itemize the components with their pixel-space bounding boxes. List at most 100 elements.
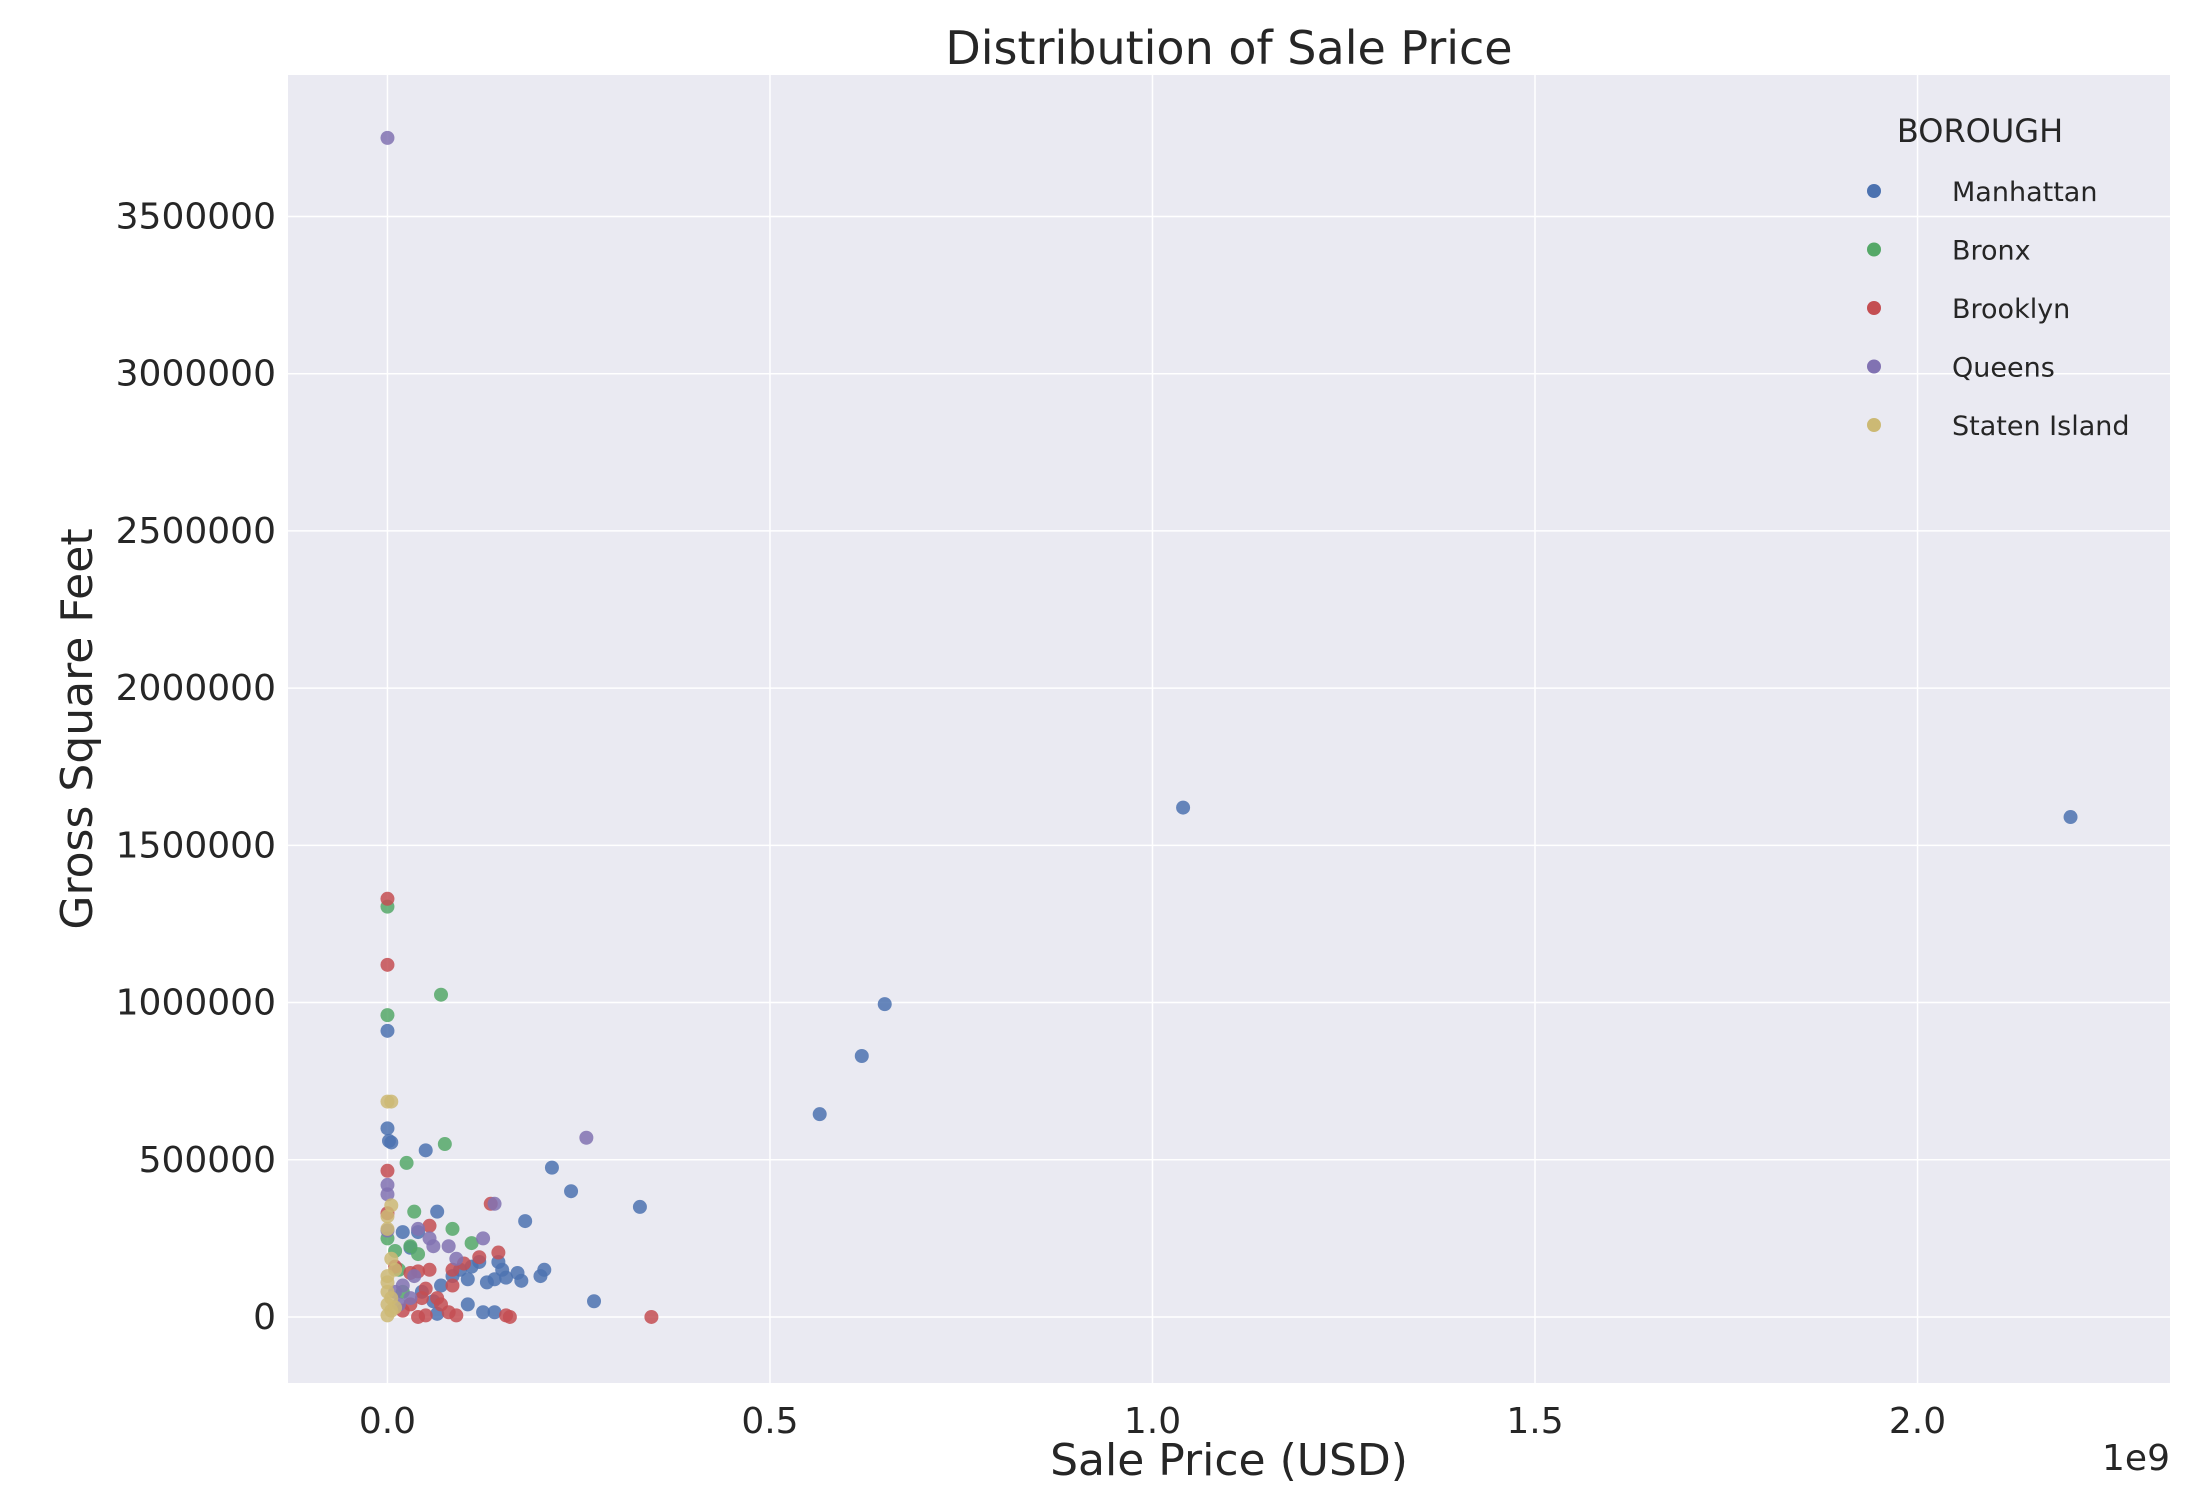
data-point <box>434 1297 449 1312</box>
legend-marker <box>1867 242 1881 257</box>
data-point <box>449 1251 464 1266</box>
legend-label: Staten Island <box>1952 411 2130 442</box>
data-point <box>380 891 395 906</box>
data-point <box>514 1273 529 1288</box>
y-axis-ticks: 0 500000 1000000 1500000 2000000 2500000 30000… <box>116 196 276 1337</box>
y-tick-label: 0 <box>253 1297 276 1338</box>
data-point <box>395 1225 410 1240</box>
data-point <box>418 1143 433 1158</box>
data-point <box>460 1297 475 1312</box>
y-tick-label: 1500000 <box>116 825 276 866</box>
data-point <box>422 1262 437 1277</box>
legend-label: Brooklyn <box>1952 294 2070 325</box>
data-point <box>380 130 395 145</box>
data-point <box>445 1278 460 1293</box>
legend-item: Brooklyn <box>1867 294 2070 325</box>
data-point <box>518 1214 533 1229</box>
y-tick-label: 1000000 <box>116 983 276 1024</box>
data-point <box>533 1269 548 1284</box>
data-point <box>579 1130 594 1145</box>
data-point <box>380 1023 395 1038</box>
plot-background <box>288 75 2170 1383</box>
legend-label: Bronx <box>1952 236 2031 267</box>
y-tick-label: 3000000 <box>116 354 276 395</box>
x-tick-label: 1.0 <box>1124 1401 1181 1442</box>
data-point <box>445 1221 460 1236</box>
data-point <box>380 957 395 972</box>
data-point <box>812 1107 827 1122</box>
data-point <box>502 1309 517 1324</box>
data-point <box>487 1305 502 1320</box>
data-point <box>877 997 892 1012</box>
data-point <box>380 1163 395 1178</box>
data-point <box>380 1209 395 1224</box>
y-tick-label: 500000 <box>139 1140 276 1181</box>
legend-item: Queens <box>1867 353 2055 384</box>
series-brooklyn <box>380 891 659 1324</box>
legend: BOROUGH Manhattan Bronx Brooklyn Queens Stat… <box>1867 112 2130 442</box>
data-point <box>587 1294 602 1309</box>
x-axis-ticks: 0.0 0.5 1.0 1.5 2.0 <box>359 1401 1946 1442</box>
data-point <box>380 1008 395 1023</box>
x-tick-label: 1.5 <box>1506 1401 1563 1442</box>
data-point <box>384 1198 399 1213</box>
legend-marker <box>1867 184 1881 198</box>
data-point <box>380 1121 395 1136</box>
data-points <box>380 130 2078 1324</box>
grid <box>288 75 2170 1383</box>
legend-label: Manhattan <box>1952 177 2097 208</box>
data-point <box>1176 800 1191 815</box>
data-point <box>411 1221 426 1236</box>
data-point <box>632 1199 647 1214</box>
data-point <box>476 1231 491 1246</box>
data-point <box>407 1204 422 1219</box>
legend-marker <box>1867 301 1881 315</box>
data-point <box>426 1239 441 1254</box>
series-staten-island <box>380 1094 403 1323</box>
data-point <box>644 1309 659 1324</box>
x-axis-offset-label: 1e9 <box>2102 1438 2170 1479</box>
data-point <box>407 1269 422 1284</box>
data-point <box>564 1184 579 1199</box>
x-tick-label: 0.0 <box>359 1401 416 1442</box>
data-point <box>414 1291 429 1306</box>
data-point <box>384 1094 399 1109</box>
data-point <box>399 1155 414 1170</box>
chart-title: Distribution of Sale Price <box>945 21 1512 75</box>
data-point <box>422 1218 437 1233</box>
data-point <box>430 1204 445 1219</box>
data-point <box>445 1262 460 1277</box>
data-point <box>441 1239 456 1254</box>
legend-label: Queens <box>1952 353 2055 384</box>
data-point <box>479 1275 494 1290</box>
data-point <box>464 1236 479 1251</box>
data-point <box>854 1049 869 1063</box>
data-point <box>384 1251 399 1266</box>
legend-items: Manhattan Bronx Brooklyn Queens Staten Islan… <box>1867 177 2130 442</box>
y-tick-label: 3500000 <box>116 196 276 237</box>
y-tick-label: 2000000 <box>116 668 276 709</box>
data-point <box>2063 810 2078 825</box>
x-tick-label: 2.0 <box>1889 1401 1946 1442</box>
data-point <box>472 1250 487 1265</box>
data-point <box>476 1305 491 1320</box>
data-point <box>403 1291 418 1306</box>
legend-item: Manhattan <box>1867 177 2097 208</box>
x-tick-label: 0.5 <box>741 1401 798 1442</box>
data-point <box>434 1278 449 1293</box>
data-point <box>388 1300 403 1315</box>
data-point <box>487 1196 502 1211</box>
data-point <box>380 1187 395 1202</box>
y-axis-label: Gross Square Feet <box>52 528 103 929</box>
legend-marker <box>1867 359 1881 374</box>
legend-item: Staten Island <box>1867 411 2130 442</box>
legend-marker <box>1867 418 1881 432</box>
data-point <box>437 1137 452 1152</box>
data-point <box>460 1272 475 1287</box>
legend-item: Bronx <box>1867 236 2031 267</box>
data-point <box>384 1135 399 1150</box>
data-point <box>380 1221 395 1236</box>
data-point <box>499 1270 514 1285</box>
data-point <box>544 1160 559 1175</box>
